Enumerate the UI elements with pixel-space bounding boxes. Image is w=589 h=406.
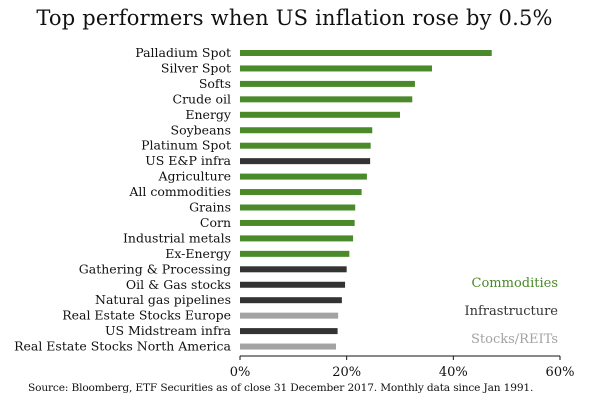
category-label-16: Natural gas pipelines [95,292,231,307]
category-label-18: US Midstream infra [105,323,232,338]
category-label-3: Crude oil [173,91,231,106]
x-axis-ticks: 0% 20% 40% 60% [230,356,575,380]
category-label-13: Ex-Energy [165,246,232,261]
chart-title: Top performers when US inflation rose by… [36,6,553,30]
bar-8 [240,173,367,180]
bar-17 [240,312,339,319]
category-label-9: All commodities [128,184,231,199]
category-label-6: Platinum Spot [141,138,231,153]
bar-19 [240,343,336,350]
bar-10 [240,204,356,211]
bar-5 [240,127,373,134]
bar-6 [240,142,371,149]
category-label-12: Industrial metals [123,230,231,245]
bar-1 [240,65,432,72]
category-label-7: US E&P infra [145,153,231,168]
bar-4 [240,111,400,118]
category-label-0: Palladium Spot [135,45,231,60]
bar-0 [240,50,492,56]
bar-3 [240,96,413,103]
category-label-1: Silver Spot [161,60,231,75]
bar-15 [240,281,346,288]
category-label-4: Energy [185,107,232,122]
legend-item-1: Infrastructure [464,304,558,319]
x-tick-label-0: 0% [230,365,251,380]
x-tick-label-1: 20% [332,365,361,380]
bar-7 [240,158,371,165]
legend: Commodities Infrastructure Stocks/REITs [464,276,558,347]
x-tick-label-2: 40% [439,365,468,380]
legend-item-0: Commodities [472,276,558,291]
category-label-17: Real Estate Stocks Europe [62,308,231,323]
bar-2 [240,80,415,87]
category-label-11: Corn [200,215,231,230]
bar-14 [240,266,347,273]
legend-item-2: Stocks/REITs [471,332,558,347]
bar-9 [240,189,362,196]
category-label-8: Agriculture [158,169,232,184]
bar-11 [240,219,355,226]
bar-18 [240,328,338,335]
category-label-2: Softs [199,76,231,91]
bar-13 [240,250,350,257]
bar-12 [240,235,354,242]
category-label-10: Grains [189,200,231,215]
category-label-15: Oil & Gas stocks [126,277,231,292]
source-note: Source: Bloomberg, ETF Securities as of … [28,382,534,394]
category-label-14: Gathering & Processing [79,261,231,276]
category-label-5: Soybeans [171,122,231,137]
x-tick-label-3: 60% [546,365,575,380]
category-label-19: Real Estate Stocks North America [14,339,231,354]
bars-group [240,50,492,350]
bar-16 [240,297,342,304]
